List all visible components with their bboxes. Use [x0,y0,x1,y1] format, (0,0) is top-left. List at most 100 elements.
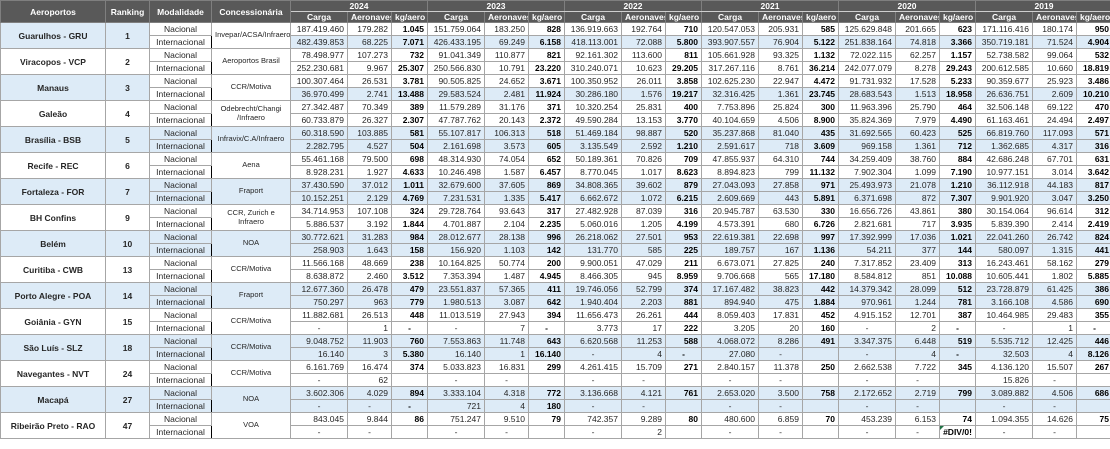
aeronaves-cell[interactable]: 74.818 [895,35,940,49]
aeronaves-cell[interactable]: 201.665 [895,22,940,36]
carga-cell[interactable]: 9.706.668 [701,269,759,283]
kgaero-cell[interactable]: 5.891 [802,191,839,205]
metric-header-kgaero[interactable]: kg/aero [528,11,565,23]
kgaero-cell[interactable]: 884 [939,152,976,166]
kgaero-cell[interactable]: 781 [939,295,976,309]
concession-name[interactable]: CCR/Motiva [211,256,291,283]
aeronaves-cell[interactable]: 79.500 [347,152,392,166]
aeronaves-cell[interactable]: 1.927 [347,165,392,179]
kgaero-cell[interactable]: 442 [802,282,839,296]
modality-internacional[interactable]: Internacional [149,35,212,49]
aeronaves-cell[interactable]: 12.701 [895,308,940,322]
aeronaves-cell[interactable]: 107.273 [347,48,392,62]
aeronaves-cell[interactable]: 98.887 [621,126,666,140]
kgaero-cell[interactable]: 180 [528,399,565,413]
aeronaves-cell[interactable]: 29.483 [1032,308,1077,322]
aeronaves-cell[interactable]: 7.722 [895,360,940,374]
kgaero-cell[interactable]: 4.472 [802,74,839,88]
aeronaves-cell[interactable]: 24.652 [484,74,529,88]
kgaero-cell[interactable]: 8.126 [1076,347,1110,361]
aeronaves-cell[interactable]: 37.605 [484,178,529,192]
kgaero-cell[interactable]: - [939,321,976,335]
carga-cell[interactable]: 3.347.375 [838,334,896,348]
modality-nacional[interactable]: Nacional [149,204,212,218]
aeronaves-cell[interactable]: 69.122 [1032,100,1077,114]
aeronaves-cell[interactable]: 3.500 [758,386,803,400]
ranking-value[interactable]: 9 [105,204,150,231]
kgaero-cell[interactable]: 5.233 [939,74,976,88]
aeronaves-cell[interactable]: 96.614 [1032,204,1077,218]
kgaero-cell[interactable]: 642 [528,295,565,309]
kgaero-cell[interactable]: 772 [528,386,565,400]
kgaero-cell[interactable]: 23.220 [528,61,565,75]
aeronaves-cell[interactable]: 37.012 [347,178,392,192]
carga-cell[interactable]: 8.059.403 [701,308,759,322]
carga-cell[interactable]: 100.307.464 [290,74,348,88]
kgaero-cell[interactable]: 316 [665,204,702,218]
ranking-value[interactable]: 15 [105,308,150,335]
kgaero-cell[interactable]: 8.623 [665,165,702,179]
kgaero-cell[interactable]: 652 [528,152,565,166]
ranking-value[interactable]: 47 [105,412,150,439]
aeronaves-cell[interactable]: 31.283 [347,230,392,244]
aeronaves-cell[interactable]: 27.858 [758,178,803,192]
kgaero-cell[interactable]: 36.214 [802,61,839,75]
aeronaves-cell[interactable]: 10.623 [621,61,666,75]
kgaero-cell[interactable]: - [939,347,976,361]
aeronaves-cell[interactable]: 1.361 [895,139,940,153]
ranking-value[interactable]: 7 [105,178,150,205]
carga-cell[interactable]: - [838,425,896,439]
metric-header-aeronaves[interactable]: Aeronaves [895,11,940,23]
concession-name[interactable]: NOA [211,386,291,413]
aeronaves-cell[interactable]: 67.701 [1032,152,1077,166]
carga-cell[interactable]: 17.167.482 [701,282,759,296]
aeronaves-cell[interactable]: 70.349 [347,100,392,114]
aeronaves-cell[interactable]: 1.315 [1032,243,1077,257]
modality-nacional[interactable]: Nacional [149,360,212,374]
carga-cell[interactable]: 131.770 [564,243,622,257]
kgaero-cell[interactable] [939,373,976,387]
modality-internacional[interactable]: Internacional [149,425,212,439]
carga-cell[interactable]: 61.163.461 [975,113,1033,127]
aeronaves-cell[interactable]: 31.176 [484,100,529,114]
carga-cell[interactable]: 11.579.289 [427,100,485,114]
carga-cell[interactable]: 15.826 [975,373,1033,387]
kgaero-cell[interactable]: 4.633 [391,165,428,179]
kgaero-cell[interactable]: 222 [665,321,702,335]
carga-cell[interactable]: 7.231.531 [427,191,485,205]
kgaero-cell[interactable]: 345 [939,360,976,374]
carga-cell[interactable]: 30.772.621 [290,230,348,244]
carga-cell[interactable]: - [290,399,348,413]
kgaero-cell[interactable]: 7.190 [939,165,976,179]
aeronaves-cell[interactable]: 718 [758,139,803,153]
carga-cell[interactable]: 151.759.064 [427,22,485,36]
carga-cell[interactable]: 27.342.487 [290,100,348,114]
metric-header-aeronaves[interactable]: Aeronaves [347,11,392,23]
kgaero-cell[interactable]: 411 [528,282,565,296]
kgaero-cell[interactable]: 17.180 [802,269,839,283]
carga-cell[interactable]: 26.636.751 [975,87,1033,101]
aeronaves-cell[interactable]: 113.600 [621,48,666,62]
kgaero-cell[interactable]: 444 [665,308,702,322]
aeronaves-cell[interactable]: 2.609 [1032,87,1077,101]
kgaero-cell[interactable]: 605 [528,139,565,153]
carga-cell[interactable]: 55.461.168 [290,152,348,166]
modality-internacional[interactable]: Internacional [149,61,212,75]
modality-internacional[interactable]: Internacional [149,113,212,127]
kgaero-cell[interactable]: 4.769 [391,191,428,205]
aeronaves-cell[interactable]: 72.088 [621,35,666,49]
carga-cell[interactable]: 751.247 [427,412,485,426]
kgaero-cell[interactable] [665,425,702,439]
kgaero-cell[interactable]: 158 [391,243,428,257]
kgaero-cell[interactable]: 779 [391,295,428,309]
carga-cell[interactable]: 2.282.795 [290,139,348,153]
aeronaves-cell[interactable]: 74.054 [484,152,529,166]
aeronaves-cell[interactable]: 4.506 [758,113,803,127]
aeronaves-cell[interactable]: - [484,373,529,387]
carga-cell[interactable]: 125.629.848 [838,22,896,36]
kgaero-cell[interactable] [528,373,565,387]
kgaero-cell[interactable]: 380 [939,204,976,218]
col-header-modalidade[interactable]: Modalidade [149,0,212,23]
carga-cell[interactable]: 11.963.396 [838,100,896,114]
kgaero-cell[interactable] [802,425,839,439]
